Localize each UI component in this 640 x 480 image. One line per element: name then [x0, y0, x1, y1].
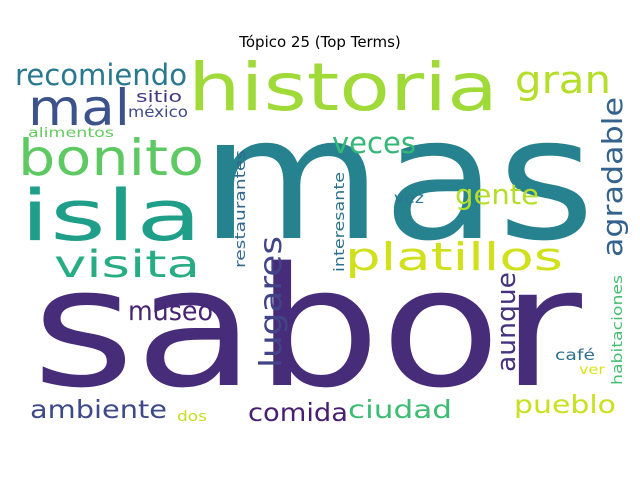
word-historia: historia — [188, 49, 498, 126]
word-alimentos: alimentos — [28, 126, 114, 141]
word-bonito: bonito — [18, 129, 204, 187]
word-vez: vez — [394, 189, 424, 207]
word-isla: isla — [20, 175, 202, 257]
word-museo: museo — [128, 296, 213, 327]
word-habitaciones: habitaciones — [610, 275, 626, 385]
word-ambiente: ambiente — [30, 395, 167, 424]
word-visita: visita — [54, 243, 200, 286]
word-comida: comida — [248, 398, 348, 427]
word-dos: dos — [177, 409, 207, 425]
word-ciudad: ciudad — [348, 395, 452, 424]
word-gran: gran — [515, 58, 611, 102]
figure-title: Tópico 25 (Top Terms) — [239, 33, 401, 51]
word-interesante: interesante — [332, 172, 348, 272]
word-ver: ver — [579, 363, 606, 378]
word-pueblo: pueblo — [514, 390, 616, 419]
word-gente: gente — [455, 178, 539, 211]
word-restaurantes: restaurantes — [233, 150, 249, 268]
word-mal: mal — [28, 79, 130, 137]
word-mas: mas — [200, 81, 595, 279]
word-mexico: méxico — [128, 103, 188, 121]
word-veces: veces — [332, 126, 416, 160]
word-cafe: café — [555, 346, 595, 364]
word-recomiendo: recomiendo — [15, 58, 187, 92]
word-sabor: sabor — [32, 232, 582, 424]
word-sitio: sitio — [136, 87, 182, 106]
word-lugares: lugares — [254, 236, 289, 368]
word-agradable: agradable — [596, 97, 629, 257]
word-platillos: platillos — [345, 235, 563, 279]
word-aunque: aunque — [492, 272, 522, 372]
